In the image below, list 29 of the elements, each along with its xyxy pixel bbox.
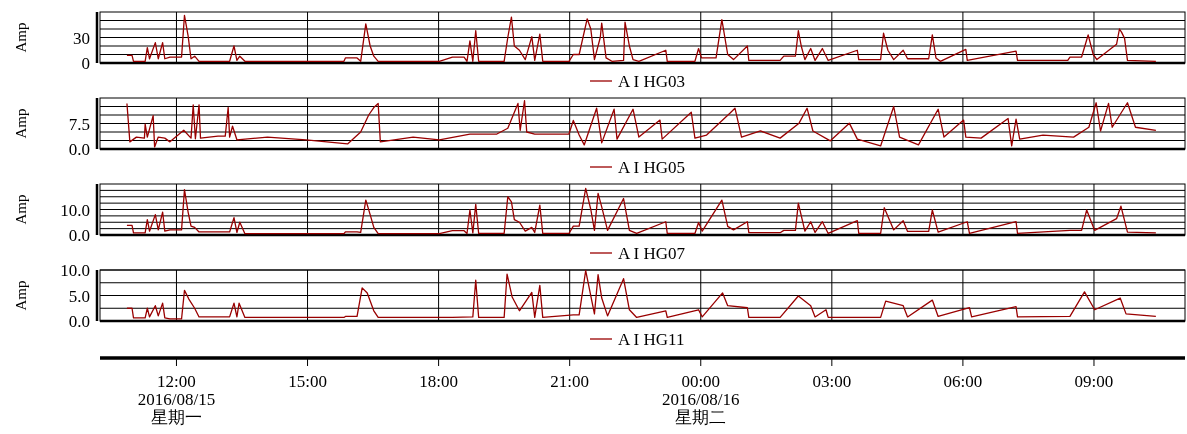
x-tick-label: 12:00 2016/08/15 星期一 [137,372,216,427]
y-tick-label: 30 [73,28,90,48]
line-series [126,100,1157,148]
line-series [126,187,1157,235]
x-tick-label: 09:00 [1074,372,1114,391]
y-axis-title: Amp [13,108,29,139]
line-series [126,14,1157,62]
line-series [126,269,1157,320]
legend-label: A I HG11 [618,330,685,349]
x-tick-label: 03:00 [812,372,852,391]
y-tick-label: 10.0 [60,200,90,220]
y-tick-label: 10.0 [60,261,90,280]
x-tick-label: 06:00 [943,372,983,391]
x-tick-label: 18:00 [419,372,458,391]
x-tick-label: 21:00 [550,372,590,391]
x-tick-label: 00:00 2016/08/16 星期二 [662,372,740,427]
y-tick-label: 5.0 [68,286,90,306]
legend-label: A I HG03 [618,72,686,91]
y-tick-label: 0.0 [68,140,90,159]
y-tick-label: 0.0 [68,312,90,331]
y-tick-label: 0 [81,54,90,73]
y-tick-label: 7.5 [68,114,90,134]
legend-label: A I HG07 [618,244,686,263]
y-tick-label: 0.0 [68,226,90,245]
y-axis-title: Amp [13,280,29,311]
x-tick-label: 15:00 [288,372,327,391]
y-axis-title: Amp [13,22,29,53]
y-axis-title: Amp [13,194,29,225]
legend-label: A I HG05 [618,158,686,177]
